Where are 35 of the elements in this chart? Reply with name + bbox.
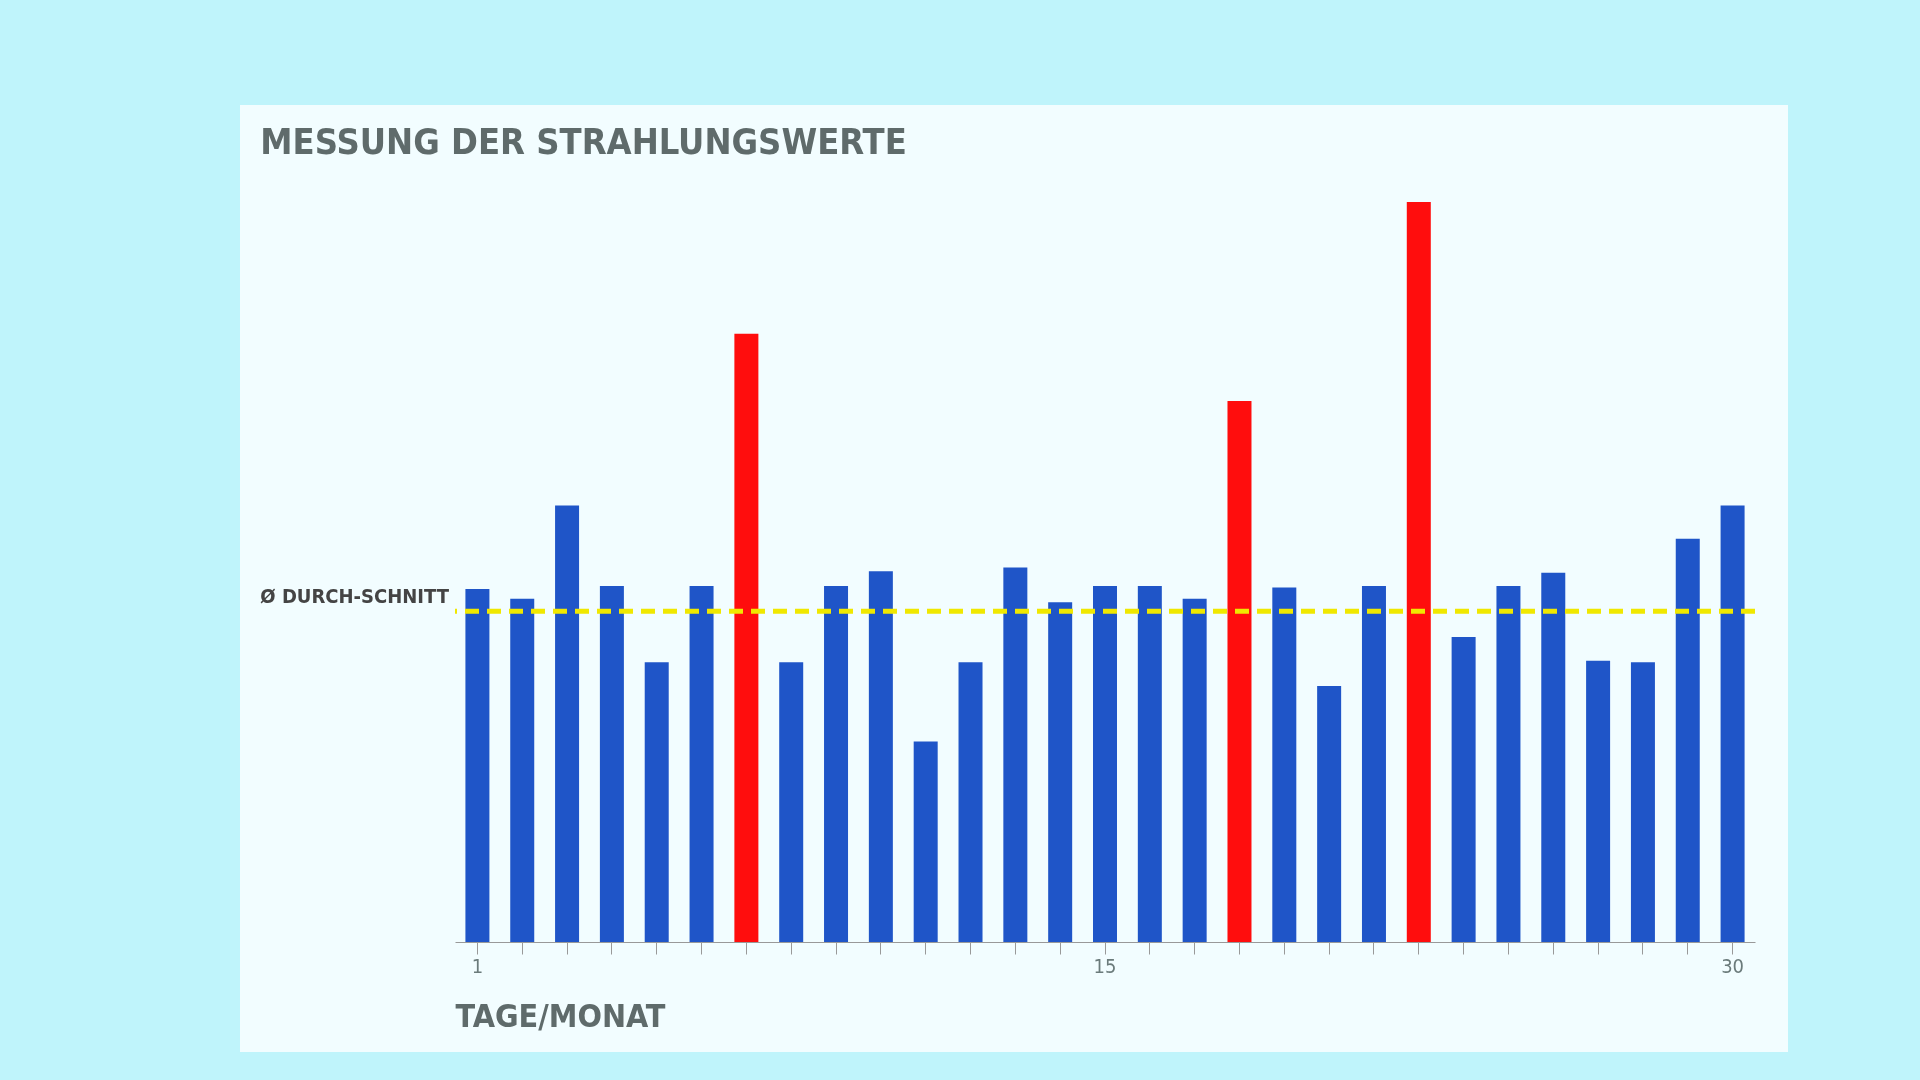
bar xyxy=(644,662,669,942)
bar xyxy=(913,741,938,942)
bar xyxy=(1048,602,1073,942)
x-tick-label: 15 xyxy=(1093,953,1117,978)
bar xyxy=(1003,567,1028,942)
x-axis-title: TAGE/MONAT xyxy=(455,996,666,1035)
bar xyxy=(1137,586,1162,942)
bar xyxy=(1451,637,1476,942)
bar xyxy=(824,586,849,942)
bar xyxy=(510,598,535,942)
bar xyxy=(465,589,490,942)
bar xyxy=(555,505,580,942)
bar xyxy=(1675,538,1700,942)
x-tick-label: 1 xyxy=(471,953,484,978)
bar xyxy=(1272,587,1297,942)
ref-line-label: Ø DURCH-SCHNITT xyxy=(260,584,450,609)
bar xyxy=(1541,572,1566,942)
bar xyxy=(1586,660,1611,942)
chart-title: MESSUNG DER STRAHLUNGSWERTE xyxy=(260,121,907,162)
bar xyxy=(689,586,714,942)
bar xyxy=(779,662,804,942)
bar xyxy=(1496,586,1521,942)
bar xyxy=(1406,202,1431,942)
bar xyxy=(1093,586,1117,942)
bar xyxy=(1720,505,1745,942)
bar xyxy=(734,333,759,942)
bar xyxy=(958,662,983,942)
bar xyxy=(599,586,624,942)
bar xyxy=(1227,401,1252,942)
bar xyxy=(1361,586,1386,942)
bar xyxy=(1182,598,1207,942)
bar xyxy=(1317,685,1342,942)
x-tick-label: 30 xyxy=(1721,953,1745,978)
bar xyxy=(1630,662,1655,942)
bar xyxy=(868,571,893,942)
